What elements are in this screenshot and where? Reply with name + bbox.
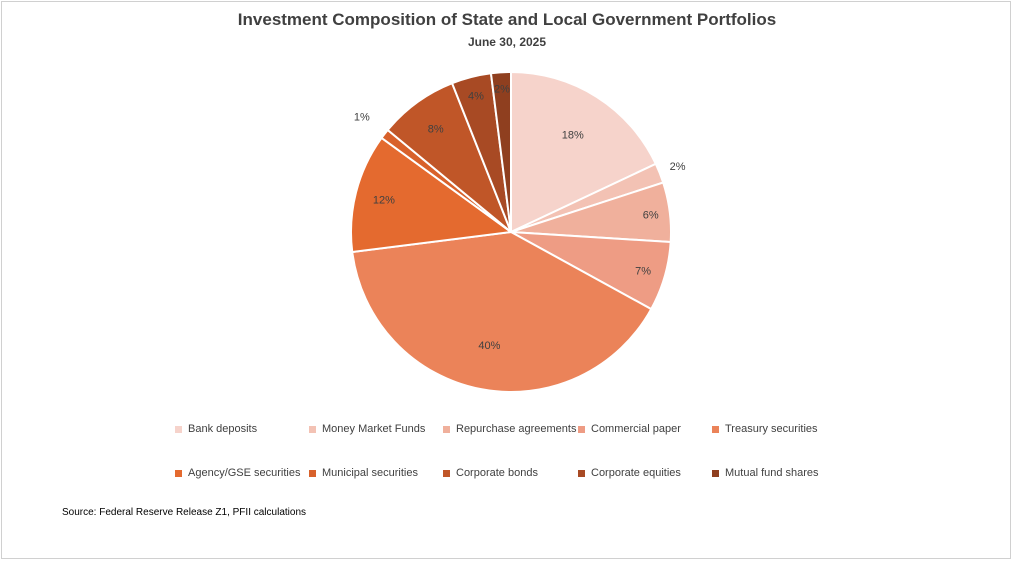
data-label: 7% — [635, 265, 651, 277]
legend-item: Municipal securities — [309, 467, 418, 479]
data-label: 40% — [478, 340, 500, 352]
pie-slice-agency-gse-securities — [350, 136, 514, 254]
legend-swatch — [309, 425, 316, 433]
data-label: 6% — [643, 209, 659, 221]
legend-label: Corporate bonds — [456, 467, 538, 479]
legend-label: Repurchase agreements — [456, 423, 577, 435]
legend-label: Money Market Funds — [322, 423, 426, 435]
legend-label: Agency/GSE securities — [188, 467, 301, 479]
legend-swatch — [309, 469, 316, 477]
legend-swatch — [578, 425, 585, 433]
legend-swatch — [443, 469, 450, 477]
data-label: 18% — [562, 130, 584, 142]
pie-slice-treasury-securities — [351, 230, 653, 393]
legend-swatch — [712, 469, 719, 477]
pie-slice-mutual-fund-shares — [489, 70, 512, 233]
data-label: 1% — [354, 111, 370, 123]
legend-item: Repurchase agreements — [443, 423, 576, 435]
chart-subtitle: June 30, 2025 — [467, 35, 547, 49]
legend-swatch — [712, 425, 719, 433]
legend-label: Corporate equities — [591, 467, 681, 479]
legend-item: Agency/GSE securities — [175, 467, 301, 479]
legend-item: Commercial paper — [578, 423, 681, 435]
source-note: Source: Federal Reserve Release Z1, PFII… — [62, 507, 306, 518]
legend-label: Mutual fund shares — [725, 467, 819, 479]
legend-swatch — [578, 469, 585, 477]
data-label: 2% — [670, 161, 686, 173]
legend-label: Municipal securities — [322, 467, 418, 479]
pie-slice-bank-deposits — [510, 70, 658, 234]
data-label: 12% — [373, 194, 395, 206]
legend-label: Treasury securities — [725, 423, 818, 435]
legend-swatch — [175, 425, 182, 433]
legend-swatch — [443, 425, 450, 433]
legend-item: Corporate bonds — [443, 467, 538, 479]
legend-swatch — [175, 469, 182, 477]
data-label: 8% — [428, 123, 444, 135]
legend-item: Bank deposits — [175, 423, 257, 435]
legend-item: Mutual fund shares — [712, 467, 819, 479]
data-label: 4% — [468, 91, 484, 103]
legend-label: Bank deposits — [188, 423, 258, 435]
data-label: 2% — [494, 83, 510, 95]
legend-label: Commercial paper — [591, 423, 681, 435]
legend-item: Money Market Funds — [309, 423, 425, 435]
chart-title: Investment Composition of State and Loca… — [237, 10, 777, 29]
legend-item: Treasury securities — [712, 423, 818, 435]
legend-item: Corporate equities — [578, 467, 681, 479]
